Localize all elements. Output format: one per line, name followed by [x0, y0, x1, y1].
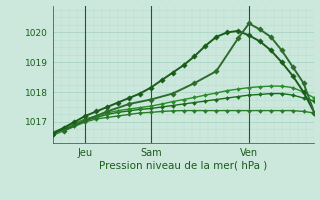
- X-axis label: Pression niveau de la mer( hPa ): Pression niveau de la mer( hPa ): [100, 160, 268, 170]
